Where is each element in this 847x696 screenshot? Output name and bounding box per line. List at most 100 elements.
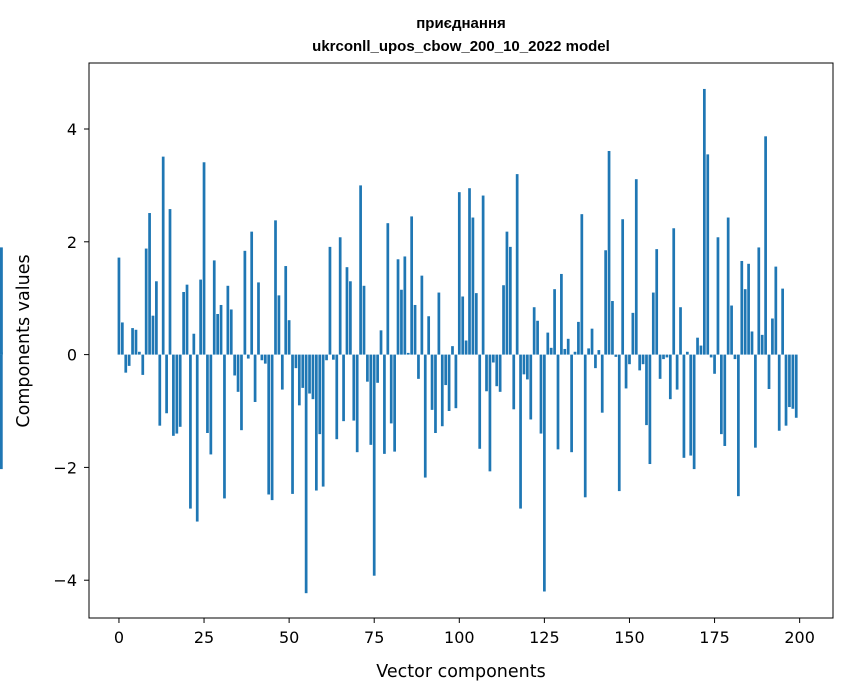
x-axis-ticks: 0 25 50 75 100 125 150 175 200: [114, 618, 815, 647]
bar: [427, 316, 431, 355]
bar: [151, 315, 155, 355]
bar: [658, 354, 662, 379]
bar: [747, 263, 750, 355]
y-tick-label: −2: [53, 458, 77, 477]
bar: [750, 331, 754, 355]
bar: [566, 338, 570, 355]
bar: [634, 179, 638, 355]
x-tick-label: 125: [529, 628, 560, 647]
bar: [502, 285, 505, 355]
bar: [767, 354, 771, 390]
bar: [522, 354, 526, 375]
bar: [0, 247, 3, 355]
bar: [304, 354, 308, 594]
bar: [447, 354, 451, 411]
bar: [491, 354, 495, 363]
bar: [349, 281, 352, 355]
bar: [311, 354, 315, 400]
bar: [577, 321, 580, 355]
bar: [536, 320, 539, 355]
bar: [297, 354, 301, 406]
bar: [461, 296, 465, 355]
bar: [655, 249, 659, 355]
bar: [440, 354, 444, 427]
bar: [355, 354, 359, 453]
bar: [692, 354, 696, 470]
bar: [512, 354, 516, 410]
bar: [270, 354, 274, 501]
bar: [359, 185, 362, 355]
bar: [621, 219, 625, 355]
bar: [560, 273, 563, 355]
bar: [308, 354, 311, 394]
bar: [543, 354, 546, 592]
bar: [709, 354, 713, 358]
bar: [488, 354, 492, 472]
bar: [702, 88, 706, 355]
bar: [519, 354, 522, 509]
bar: [236, 354, 240, 392]
bar: [495, 354, 499, 387]
bar: [124, 354, 128, 373]
bar: [505, 231, 509, 355]
bar: [383, 354, 386, 454]
bar: [563, 348, 567, 355]
bar: [771, 318, 774, 355]
bar: [189, 354, 192, 509]
bar: [764, 136, 767, 355]
bar: [716, 237, 720, 355]
bar: [791, 354, 795, 409]
plot-frame: [88, 62, 834, 619]
chart-subtitle: ukrconll_upos_cbow_200_10_2022 model: [312, 38, 610, 55]
bar: [699, 345, 703, 355]
bar: [376, 354, 379, 383]
bar: [321, 354, 325, 487]
bar: [267, 354, 271, 495]
bar: [410, 216, 414, 355]
bar: [628, 354, 631, 365]
bar: [454, 354, 458, 409]
bar: [526, 354, 529, 380]
bar: [195, 354, 199, 522]
bar: [631, 312, 635, 355]
bar: [481, 195, 485, 355]
bar: [202, 162, 206, 355]
bar: [291, 354, 294, 494]
bar: [175, 354, 179, 434]
bar: [386, 223, 390, 355]
bar: [287, 320, 291, 355]
bar: [774, 266, 778, 355]
x-tick-label: 175: [699, 628, 730, 647]
bar: [155, 281, 158, 355]
bar: [192, 333, 196, 355]
bar: [532, 307, 536, 355]
bar: [498, 354, 502, 392]
bar: [539, 354, 543, 434]
bar: [260, 354, 264, 361]
bar: [777, 354, 781, 431]
bar: [168, 209, 172, 355]
bar: [733, 354, 737, 360]
bar: [423, 354, 427, 478]
bar: [720, 354, 723, 435]
bar: [185, 284, 189, 355]
y-axis-label: Components values: [14, 254, 34, 427]
bar: [372, 354, 376, 576]
bar: [199, 279, 202, 355]
bar: [120, 322, 124, 355]
bar: [706, 154, 710, 355]
bar: [243, 250, 247, 355]
y-tick-label: 2: [67, 233, 77, 252]
bar: [165, 354, 168, 414]
bar: [546, 332, 550, 355]
bar: [379, 330, 383, 355]
bar: [781, 288, 784, 355]
bar: [665, 354, 669, 358]
bar: [679, 307, 682, 355]
bar: [134, 329, 138, 355]
x-tick-label: 75: [364, 628, 384, 647]
bar: [366, 354, 369, 382]
x-tick-label: 50: [279, 628, 299, 647]
x-tick-label: 200: [784, 628, 815, 647]
bar: [696, 337, 699, 355]
